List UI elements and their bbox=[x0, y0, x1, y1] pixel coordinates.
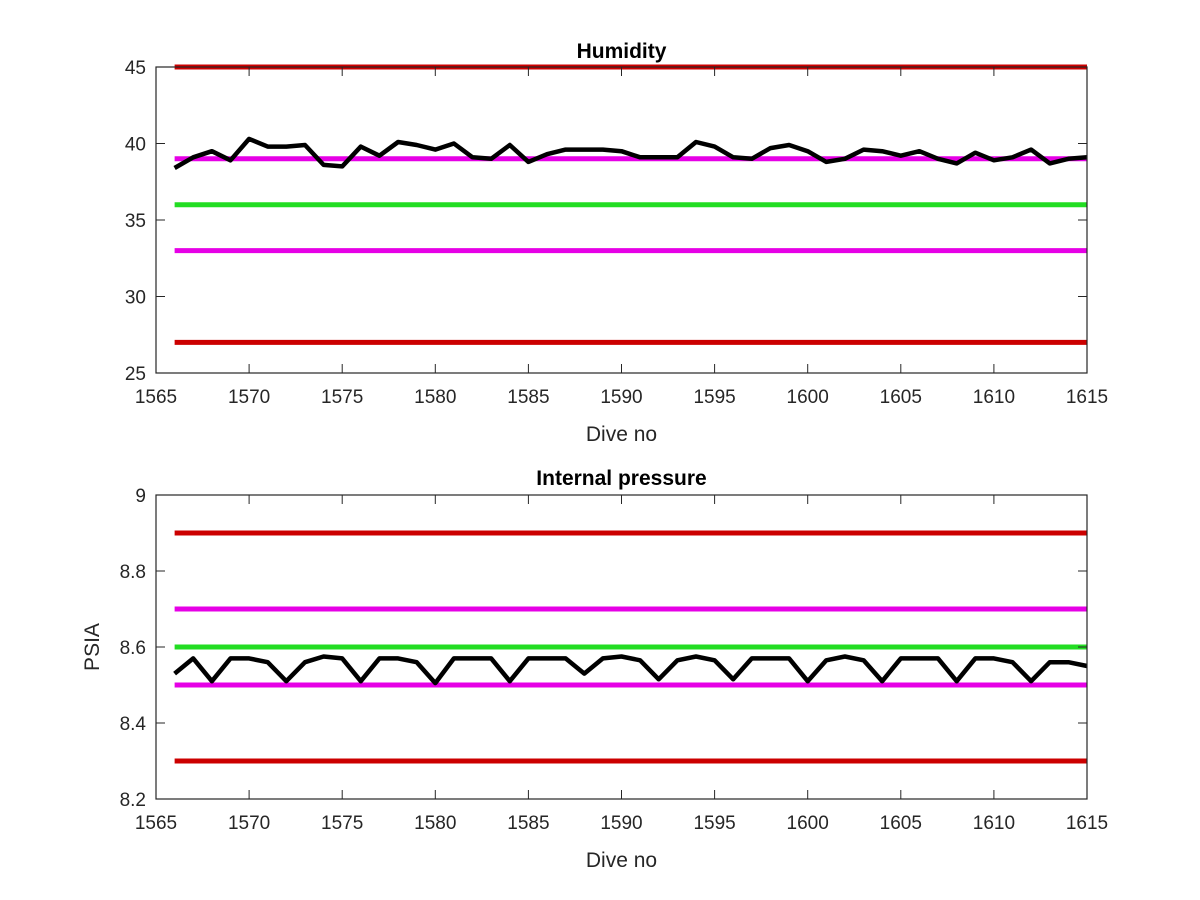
chart-1-x-tick-label: 1600 bbox=[787, 387, 829, 408]
chart-2-x-tick-label: 1585 bbox=[507, 813, 549, 834]
chart-2-x-tick-label: 1570 bbox=[228, 813, 270, 834]
chart-1-x-tick-label: 1610 bbox=[973, 387, 1015, 408]
chart-2-x-axis-label: Dive no bbox=[586, 849, 657, 872]
chart-1-series-line-1 bbox=[173, 136, 1088, 170]
chart-2-title: Internal pressure bbox=[536, 467, 706, 490]
chart-2-x-tick-label: 1565 bbox=[135, 813, 177, 834]
chart-2-series-line-1 bbox=[173, 654, 1088, 686]
chart-2-y-axis-label: PSIA bbox=[81, 623, 104, 671]
chart-1-axes-box bbox=[155, 66, 1088, 374]
chart-1-x-axis-label: Dive no bbox=[586, 423, 657, 446]
chart-1-y-tick-label: 45 bbox=[125, 58, 146, 79]
chart-2-x-tick-label: 1600 bbox=[787, 813, 829, 834]
chart-1-x-tick-label: 1615 bbox=[1066, 387, 1108, 408]
chart-2-x-tick-label: 1580 bbox=[414, 813, 456, 834]
chart-1-x-tick-label: 1565 bbox=[135, 387, 177, 408]
chart-2-y-tick-label: 8.8 bbox=[120, 562, 146, 583]
chart-1-y-tick-label: 30 bbox=[125, 288, 146, 309]
chart-2-x-tick-label: 1615 bbox=[1066, 813, 1108, 834]
chart-2-x-tick-label: 1575 bbox=[321, 813, 363, 834]
chart-2-y-tick-label: 9 bbox=[135, 486, 146, 507]
chart-2-y-tick-label: 8.6 bbox=[120, 638, 146, 659]
chart-1-y-tick-label: 25 bbox=[125, 364, 146, 385]
chart-2-y-tick-label: 8.4 bbox=[120, 714, 147, 735]
chart-1-y-tick-label: 35 bbox=[125, 211, 146, 232]
chart-2-y-tick-label: 8.2 bbox=[120, 790, 146, 811]
chart-1-x-tick-label: 1595 bbox=[693, 387, 735, 408]
chart-1-y-tick-label: 40 bbox=[125, 135, 146, 156]
chart-2-x-tick-label: 1595 bbox=[693, 813, 735, 834]
chart-1-x-tick-label: 1580 bbox=[414, 387, 456, 408]
chart-1-x-tick-label: 1590 bbox=[600, 387, 642, 408]
chart-1-x-tick-label: 1585 bbox=[507, 387, 549, 408]
chart-1-x-tick-label: 1605 bbox=[880, 387, 922, 408]
chart-2-x-tick-label: 1590 bbox=[600, 813, 642, 834]
chart-1-x-tick-label: 1575 bbox=[321, 387, 363, 408]
chart-2-x-tick-label: 1605 bbox=[880, 813, 922, 834]
chart-2-x-tick-label: 1610 bbox=[973, 813, 1015, 834]
chart-1-x-tick-label: 1570 bbox=[228, 387, 270, 408]
chart-1-title: Humidity bbox=[577, 40, 667, 63]
